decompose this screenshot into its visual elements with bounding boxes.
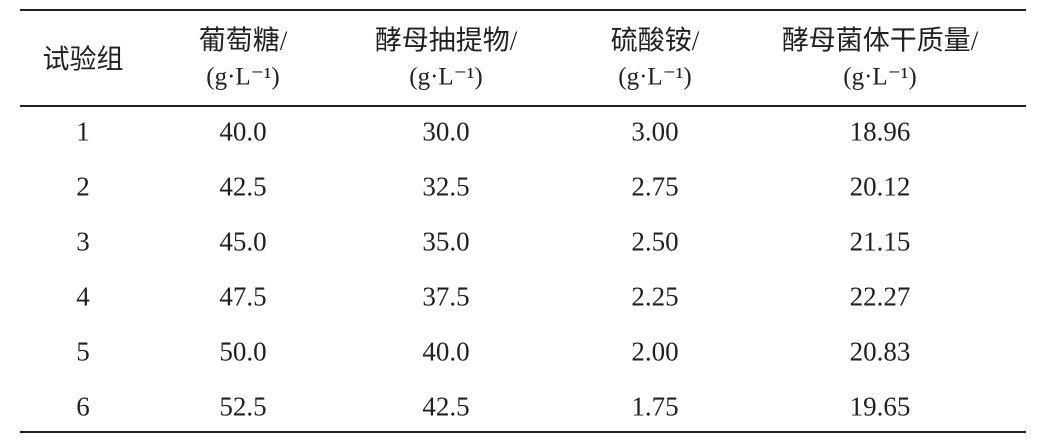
table-cell: 3.00 [631,116,679,147]
table-cell: 2.25 [631,281,679,312]
table-cell: 20.12 [849,171,911,202]
header-name: 酵母菌体干质量/ [781,25,979,56]
table-cell: 3 [76,226,90,257]
table-cell: 2.50 [631,226,679,257]
table-cell: 6 [76,391,90,422]
header-name: 硫酸铵/ [610,25,700,56]
table-cell: 2.00 [631,336,679,367]
table-cell: 35.0 [422,226,470,257]
table-cell: 20.83 [849,336,911,367]
table-cell: 21.15 [849,226,911,257]
table-cell: 30.0 [422,116,470,147]
header-name: 酵母抽提物/ [374,25,518,56]
table-cell: 40.0 [219,116,267,147]
table-cell: 40.0 [422,336,470,367]
header-name: 试验组 [42,44,124,75]
header-unit: (g·L⁻¹) [409,63,483,91]
table-cell: 52.5 [219,391,267,422]
table-cell: 2.75 [631,171,679,202]
header-unit: (g·L⁻¹) [843,63,917,91]
table-cell: 42.5 [219,171,267,202]
table-cell: 18.96 [849,116,911,147]
table-cell: 1 [76,116,90,147]
header-unit: (g·L⁻¹) [206,63,280,91]
table-cell: 47.5 [219,281,267,312]
table-cell: 19.65 [849,391,911,422]
table-cell: 32.5 [422,171,470,202]
table-cell: 2 [76,171,90,202]
table-cell: 5 [76,336,90,367]
table-cell: 22.27 [849,281,911,312]
table-cell: 50.0 [219,336,267,367]
header-unit: (g·L⁻¹) [618,63,692,91]
table-cell: 42.5 [422,391,470,422]
table-cell: 4 [76,281,90,312]
header-name: 葡萄糖/ [198,25,288,56]
table-cell: 1.75 [631,391,679,422]
header-rule [20,105,1026,107]
table-cell: 37.5 [422,281,470,312]
bottom-rule [20,431,1026,433]
table-cell: 45.0 [219,226,267,257]
top-rule [20,9,1026,11]
